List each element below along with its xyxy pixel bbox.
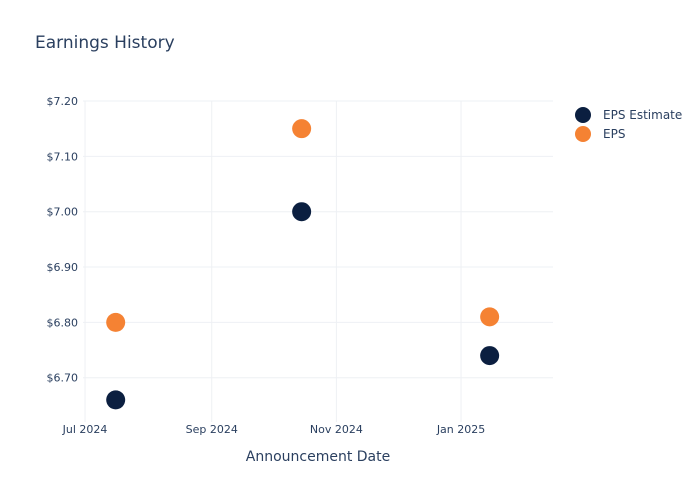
data-point-eps[interactable] [480, 307, 500, 327]
y-tick-label: $6.80 [47, 316, 79, 329]
data-point-eps-estimate[interactable] [106, 390, 126, 410]
legend-item[interactable]: EPS [575, 126, 625, 142]
data-point-eps[interactable] [292, 119, 312, 139]
x-tick-label: Jul 2024 [62, 423, 108, 436]
legend-item[interactable]: EPS Estimate [575, 107, 682, 123]
data-point-eps-estimate[interactable] [292, 202, 312, 222]
legend[interactable]: EPS Estimate EPS [575, 107, 682, 142]
x-tick-label: Nov 2024 [310, 423, 363, 436]
chart-title: Earnings History [35, 33, 175, 53]
legend-marker [575, 126, 591, 142]
y-tick-label: $7.10 [47, 150, 79, 163]
y-axis: $6.70 $6.80 $6.90 $7.00 $7.10 $7.20 [47, 95, 79, 385]
data-point-eps[interactable] [106, 312, 126, 332]
y-tick-label: $7.20 [47, 95, 79, 108]
x-axis-title: Announcement Date [246, 449, 390, 465]
legend-label: EPS Estimate [603, 108, 682, 122]
x-tick-label: Sep 2024 [186, 423, 238, 436]
x-tick-label: Jan 2025 [436, 423, 485, 436]
y-tick-label: $6.90 [47, 261, 79, 274]
legend-marker [575, 107, 591, 123]
grid [83, 100, 553, 422]
y-tick-label: $7.00 [47, 206, 79, 219]
data-point-eps-estimate[interactable] [480, 346, 500, 366]
legend-label: EPS [603, 127, 625, 141]
y-tick-label: $6.70 [47, 372, 79, 385]
data-points [106, 119, 500, 410]
x-axis: Jul 2024 Sep 2024 Nov 2024 Jan 2025 [62, 423, 486, 436]
